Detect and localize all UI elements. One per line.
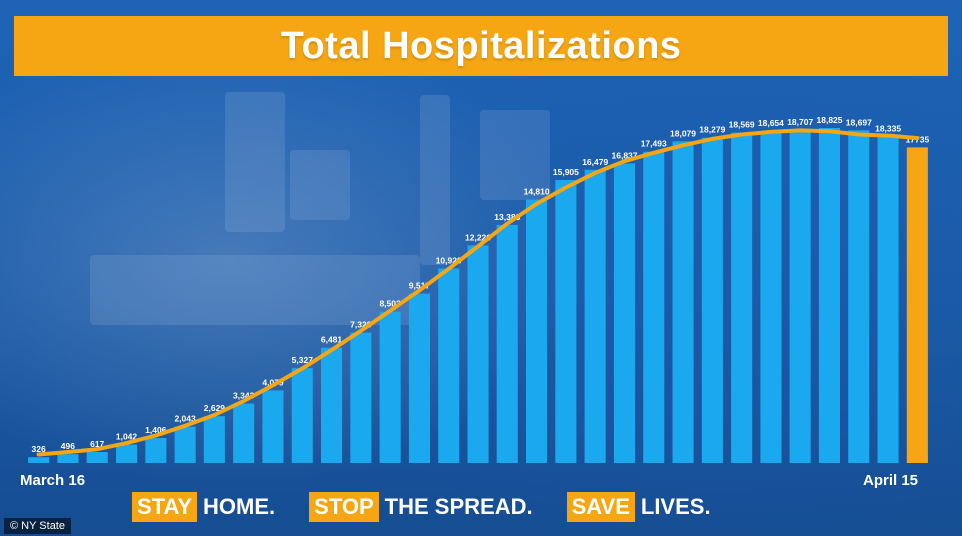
bar-value-label: 16,837 bbox=[612, 150, 638, 160]
bar bbox=[57, 454, 79, 463]
bar-value-label: 18,707 bbox=[787, 117, 813, 127]
bar-value-label: 13,383 bbox=[494, 212, 520, 222]
bar-value-label: 8,503 bbox=[379, 299, 401, 309]
bar bbox=[174, 426, 196, 463]
bar bbox=[555, 180, 577, 463]
bar bbox=[760, 131, 782, 463]
bar bbox=[613, 163, 635, 463]
bar bbox=[818, 128, 840, 463]
bar-value-label: 4,079 bbox=[262, 377, 284, 387]
bar-value-label: 18,335 bbox=[875, 124, 901, 134]
bar bbox=[789, 130, 811, 463]
bar bbox=[116, 444, 138, 463]
bar bbox=[701, 137, 723, 463]
bar bbox=[408, 293, 430, 463]
chart-title: Total Hospitalizations bbox=[280, 24, 682, 67]
bar bbox=[496, 224, 518, 463]
bar-value-label: 14,810 bbox=[524, 187, 550, 197]
bar-value-label: 9,517 bbox=[409, 281, 431, 291]
title-banner: Total Hospitalizations bbox=[14, 16, 948, 76]
bar-value-label: 1,406 bbox=[145, 425, 167, 435]
slogan-text: THE SPREAD. bbox=[384, 494, 533, 519]
bar bbox=[379, 311, 401, 463]
bar-value-label: 2,629 bbox=[204, 403, 226, 413]
background-monitor-shape bbox=[225, 92, 285, 232]
bar bbox=[467, 245, 489, 463]
bar bbox=[291, 368, 313, 463]
bar-value-label: 12,226 bbox=[465, 232, 491, 242]
bar-value-label: 496 bbox=[61, 441, 75, 451]
bar-value-label: 6,481 bbox=[321, 335, 343, 345]
slogan-phrase-save-lives: SAVE LIVES. bbox=[566, 492, 711, 522]
slogan-text: HOME. bbox=[203, 494, 276, 519]
bar-value-label: 18,079 bbox=[670, 128, 696, 138]
bar-value-label: 326 bbox=[32, 444, 46, 454]
bar bbox=[584, 169, 606, 464]
bar bbox=[321, 347, 343, 463]
background-equipment-shape bbox=[480, 110, 550, 200]
slogan-highlight: SAVE bbox=[566, 492, 635, 522]
x-axis-end-label: April 15 bbox=[863, 472, 919, 489]
bar-value-label: 2,043 bbox=[174, 414, 196, 424]
bar bbox=[233, 403, 255, 463]
trend-line bbox=[36, 128, 920, 457]
slogan-phrase-stay-home: STAY HOME. bbox=[132, 492, 275, 522]
bar-value-label: 3,343 bbox=[233, 391, 255, 401]
bar-value-label: 1,042 bbox=[116, 432, 138, 442]
bar bbox=[350, 332, 372, 463]
bar-value-label: 18,825 bbox=[817, 115, 843, 125]
background-machine-shape bbox=[290, 150, 350, 220]
bar bbox=[643, 151, 665, 463]
bar bbox=[526, 199, 548, 463]
bar bbox=[203, 416, 225, 463]
bar bbox=[86, 452, 108, 463]
slogan-phrase-stop-spread: STOP THE SPREAD. bbox=[309, 492, 533, 522]
slogan-highlight: STOP bbox=[309, 492, 379, 522]
bar bbox=[877, 136, 899, 463]
bar-value-label: 15,905 bbox=[553, 167, 579, 177]
slogan-highlight: STAY bbox=[132, 492, 198, 522]
bar-value-label: 18,697 bbox=[846, 117, 872, 127]
x-axis-start-label: March 16 bbox=[20, 472, 86, 489]
bar-value-label: 617 bbox=[90, 439, 104, 449]
slogan: STAY HOME. STOP THE SPREAD. SAVE LIVES. bbox=[132, 492, 711, 522]
bar bbox=[672, 141, 694, 464]
bar-highlighted bbox=[906, 147, 928, 463]
bar-value-label: 18,569 bbox=[729, 120, 755, 130]
bar-value-label: 18,654 bbox=[758, 118, 784, 128]
bar-value-label: 7,328 bbox=[350, 320, 372, 330]
bar bbox=[145, 438, 167, 463]
bar-value-label: 5,327 bbox=[292, 355, 314, 365]
slogan-text: LIVES. bbox=[640, 494, 711, 519]
bar bbox=[262, 390, 284, 463]
bar-value-label: 10,929 bbox=[436, 256, 462, 266]
bar bbox=[28, 457, 50, 463]
background-pole-shape bbox=[420, 95, 450, 265]
bar bbox=[731, 132, 753, 463]
bar bbox=[438, 268, 460, 463]
bar-value-label: 16,479 bbox=[582, 157, 608, 167]
source-credit: © NY State bbox=[4, 518, 71, 534]
background-bed-shape bbox=[90, 255, 420, 325]
bar bbox=[848, 130, 870, 464]
bar-value-label: 18,279 bbox=[699, 125, 725, 135]
bar-value-label: 17,493 bbox=[641, 139, 667, 149]
